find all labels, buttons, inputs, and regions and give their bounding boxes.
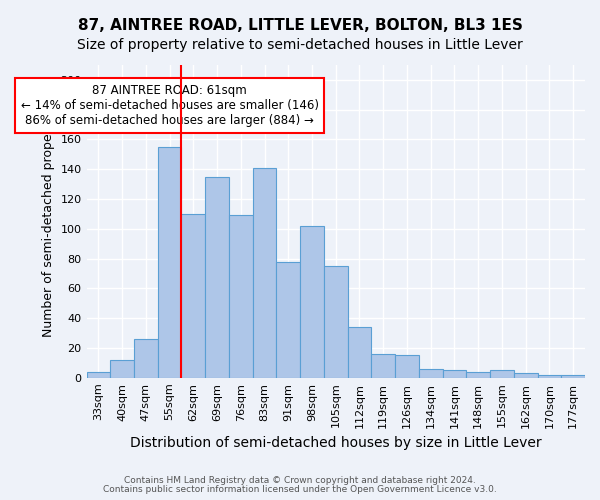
Bar [419, 369, 443, 378]
Text: Size of property relative to semi-detached houses in Little Lever: Size of property relative to semi-detach… [77, 38, 523, 52]
Text: Contains public sector information licensed under the Open Government Licence v3: Contains public sector information licen… [103, 484, 497, 494]
Text: Contains HM Land Registry data © Crown copyright and database right 2024.: Contains HM Land Registry data © Crown c… [124, 476, 476, 485]
X-axis label: Distribution of semi-detached houses by size in Little Lever: Distribution of semi-detached houses by … [130, 436, 542, 450]
Y-axis label: Number of semi-detached properties: Number of semi-detached properties [42, 106, 55, 337]
Bar [205, 176, 229, 378]
Bar [181, 214, 205, 378]
Bar [466, 372, 490, 378]
Bar [229, 216, 253, 378]
Bar [324, 266, 347, 378]
Bar [514, 374, 538, 378]
Bar [395, 356, 419, 378]
Bar [86, 372, 110, 378]
Bar [490, 370, 514, 378]
Bar [253, 168, 277, 378]
Bar [300, 226, 324, 378]
Bar [134, 339, 158, 378]
Bar [347, 327, 371, 378]
Bar [561, 375, 585, 378]
Bar [110, 360, 134, 378]
Bar [277, 262, 300, 378]
Text: 87 AINTREE ROAD: 61sqm
← 14% of semi-detached houses are smaller (146)
86% of se: 87 AINTREE ROAD: 61sqm ← 14% of semi-det… [20, 84, 319, 128]
Bar [371, 354, 395, 378]
Bar [538, 375, 561, 378]
Text: 87, AINTREE ROAD, LITTLE LEVER, BOLTON, BL3 1ES: 87, AINTREE ROAD, LITTLE LEVER, BOLTON, … [77, 18, 523, 32]
Bar [443, 370, 466, 378]
Bar [158, 147, 181, 378]
